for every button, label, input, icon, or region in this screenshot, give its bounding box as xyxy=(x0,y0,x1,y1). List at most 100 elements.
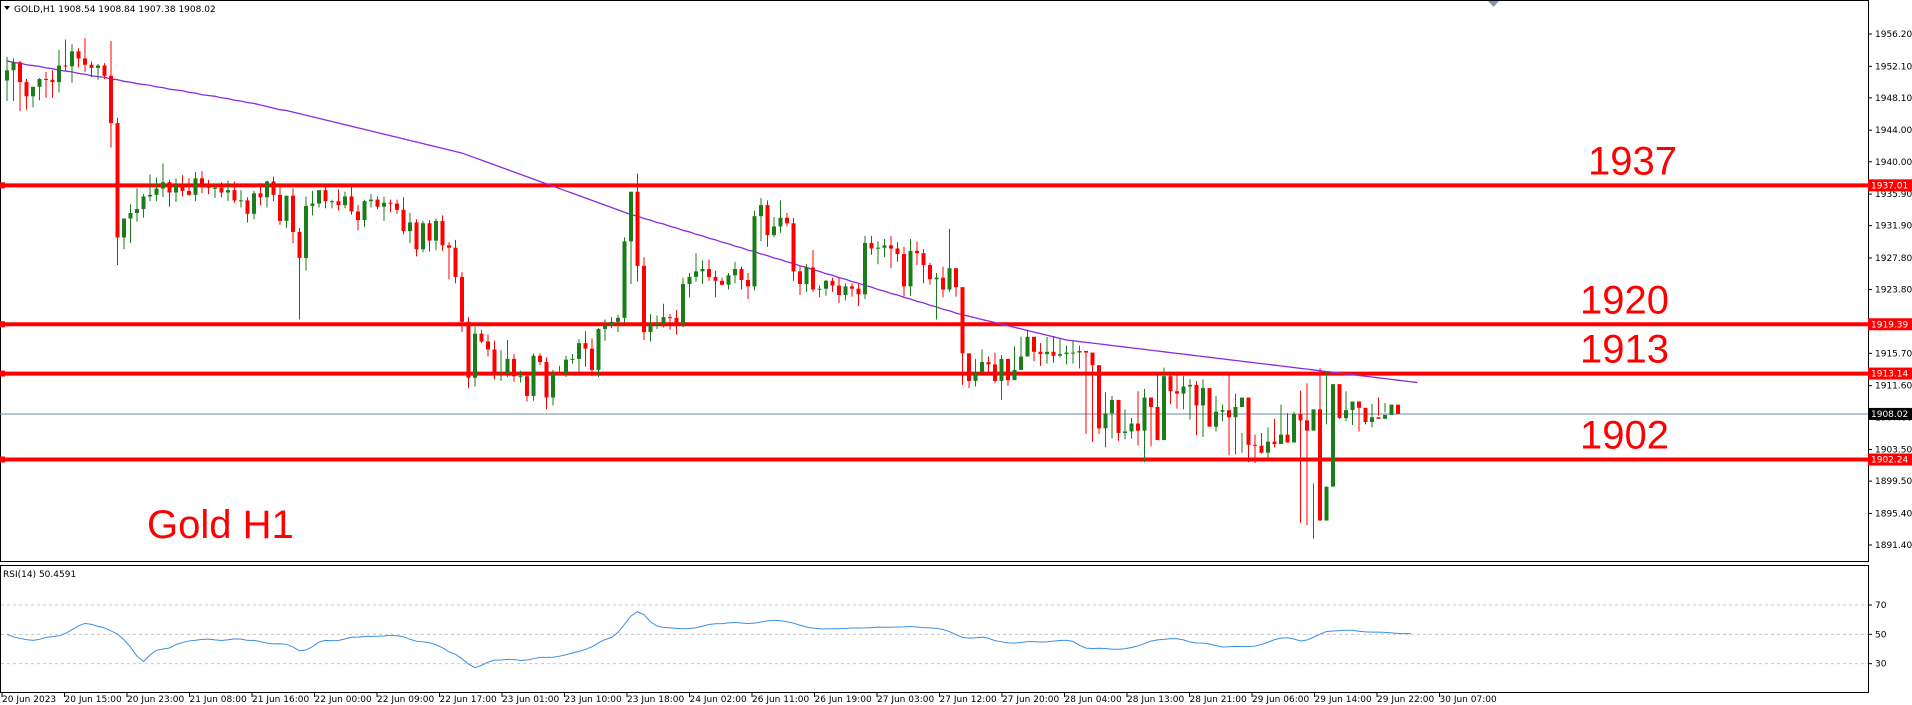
candle xyxy=(434,218,438,251)
candle-body xyxy=(616,317,620,322)
candle xyxy=(317,190,321,208)
candle-body xyxy=(681,283,685,325)
candle xyxy=(323,183,328,209)
time-tick-label: 20 Jun 15:00 xyxy=(65,695,122,705)
candle xyxy=(739,266,744,290)
candle-body xyxy=(811,267,815,290)
candle xyxy=(414,219,419,257)
candle-body xyxy=(102,65,107,76)
candle-body xyxy=(1331,384,1335,487)
candle xyxy=(564,355,568,378)
candle-body xyxy=(245,200,250,214)
candle-body xyxy=(1298,414,1303,421)
candle xyxy=(31,86,35,108)
candle xyxy=(401,197,406,235)
candle xyxy=(174,178,178,202)
candle-body xyxy=(635,191,640,266)
candle xyxy=(200,171,204,194)
price-tags: 1937.01 1919.39 1913.14 1902.24 1908.02 xyxy=(1868,179,1912,466)
candle-body xyxy=(486,341,490,350)
candle xyxy=(427,220,432,252)
candle xyxy=(778,200,783,233)
candle xyxy=(466,317,471,389)
candle-body xyxy=(739,268,744,281)
candle xyxy=(83,37,87,72)
candle xyxy=(811,250,815,292)
candle xyxy=(1292,411,1296,443)
candle xyxy=(180,175,185,197)
rsi-axis: 70 50 30 xyxy=(1868,601,1887,670)
candle-body xyxy=(317,190,321,204)
time-tick-label: 24 Jun 02:00 xyxy=(690,695,747,705)
candle-body xyxy=(1214,411,1218,427)
candles-layer xyxy=(5,37,1400,539)
candle xyxy=(635,173,640,282)
candle-body xyxy=(1090,352,1095,366)
price-tick-label: 1944.00 xyxy=(1875,126,1912,136)
candle-body xyxy=(1097,365,1101,429)
candle-body xyxy=(135,209,139,214)
candle xyxy=(1272,418,1277,448)
candle xyxy=(1051,336,1056,363)
dropdown-triangle-icon[interactable] xyxy=(4,6,10,10)
level-price-tag xyxy=(1868,179,1912,192)
candle-body xyxy=(1305,420,1309,431)
candle-body xyxy=(908,250,913,287)
candle xyxy=(668,313,672,330)
candle xyxy=(109,41,113,148)
candle xyxy=(226,180,230,202)
candle xyxy=(993,352,997,384)
time-tick-label: 23 Jun 10:00 xyxy=(565,695,622,705)
candle xyxy=(1253,434,1257,463)
candle-body xyxy=(382,202,386,207)
candle xyxy=(135,188,139,222)
candle-body xyxy=(1194,384,1199,406)
price-tick-label: 1927.80 xyxy=(1875,254,1912,264)
candle xyxy=(726,272,731,290)
candle xyxy=(297,227,302,320)
candle-body xyxy=(804,267,809,284)
candle-body xyxy=(980,362,984,373)
time-tick-label: 21 Jun 16:00 xyxy=(252,695,309,705)
candle-body xyxy=(1253,444,1257,446)
candle-body xyxy=(408,222,412,232)
candle xyxy=(460,272,464,333)
candle-body xyxy=(713,276,718,281)
candle xyxy=(596,328,601,378)
candle xyxy=(1123,409,1127,440)
candle-body xyxy=(544,362,549,398)
candle-body xyxy=(1220,410,1225,412)
candle-body xyxy=(720,280,724,285)
candle-body xyxy=(5,70,9,81)
candle xyxy=(1207,388,1212,427)
candle xyxy=(1032,336,1036,362)
candle xyxy=(570,354,575,364)
candle-body xyxy=(492,349,497,374)
candle-body xyxy=(271,181,276,195)
candle-body xyxy=(278,194,282,221)
candle-body xyxy=(999,358,1004,381)
price-tick-label: 1940.00 xyxy=(1875,158,1912,168)
shift-marker-icon[interactable] xyxy=(1488,1,1499,7)
candle xyxy=(603,319,607,341)
candle-body xyxy=(239,200,243,202)
candle-body xyxy=(323,190,328,202)
candle xyxy=(960,287,965,385)
candle-body xyxy=(1240,397,1244,407)
candle xyxy=(798,266,802,296)
ma-layer xyxy=(6,60,1418,384)
candle-body xyxy=(733,268,737,276)
time-tick-label: 22 Jun 09:00 xyxy=(377,695,434,705)
candle xyxy=(902,246,906,297)
price-tick-label: 1903.50 xyxy=(1875,446,1912,456)
candle xyxy=(642,257,646,340)
candle-body xyxy=(954,268,958,288)
candle xyxy=(1227,374,1231,456)
time-tick-label: 23 Jun 18:00 xyxy=(627,695,684,705)
price-tick-label: 1931.90 xyxy=(1875,222,1912,232)
candle xyxy=(343,191,347,209)
candle-body xyxy=(180,185,185,191)
candle xyxy=(1168,371,1173,404)
candle xyxy=(707,259,711,281)
candle xyxy=(447,242,451,280)
